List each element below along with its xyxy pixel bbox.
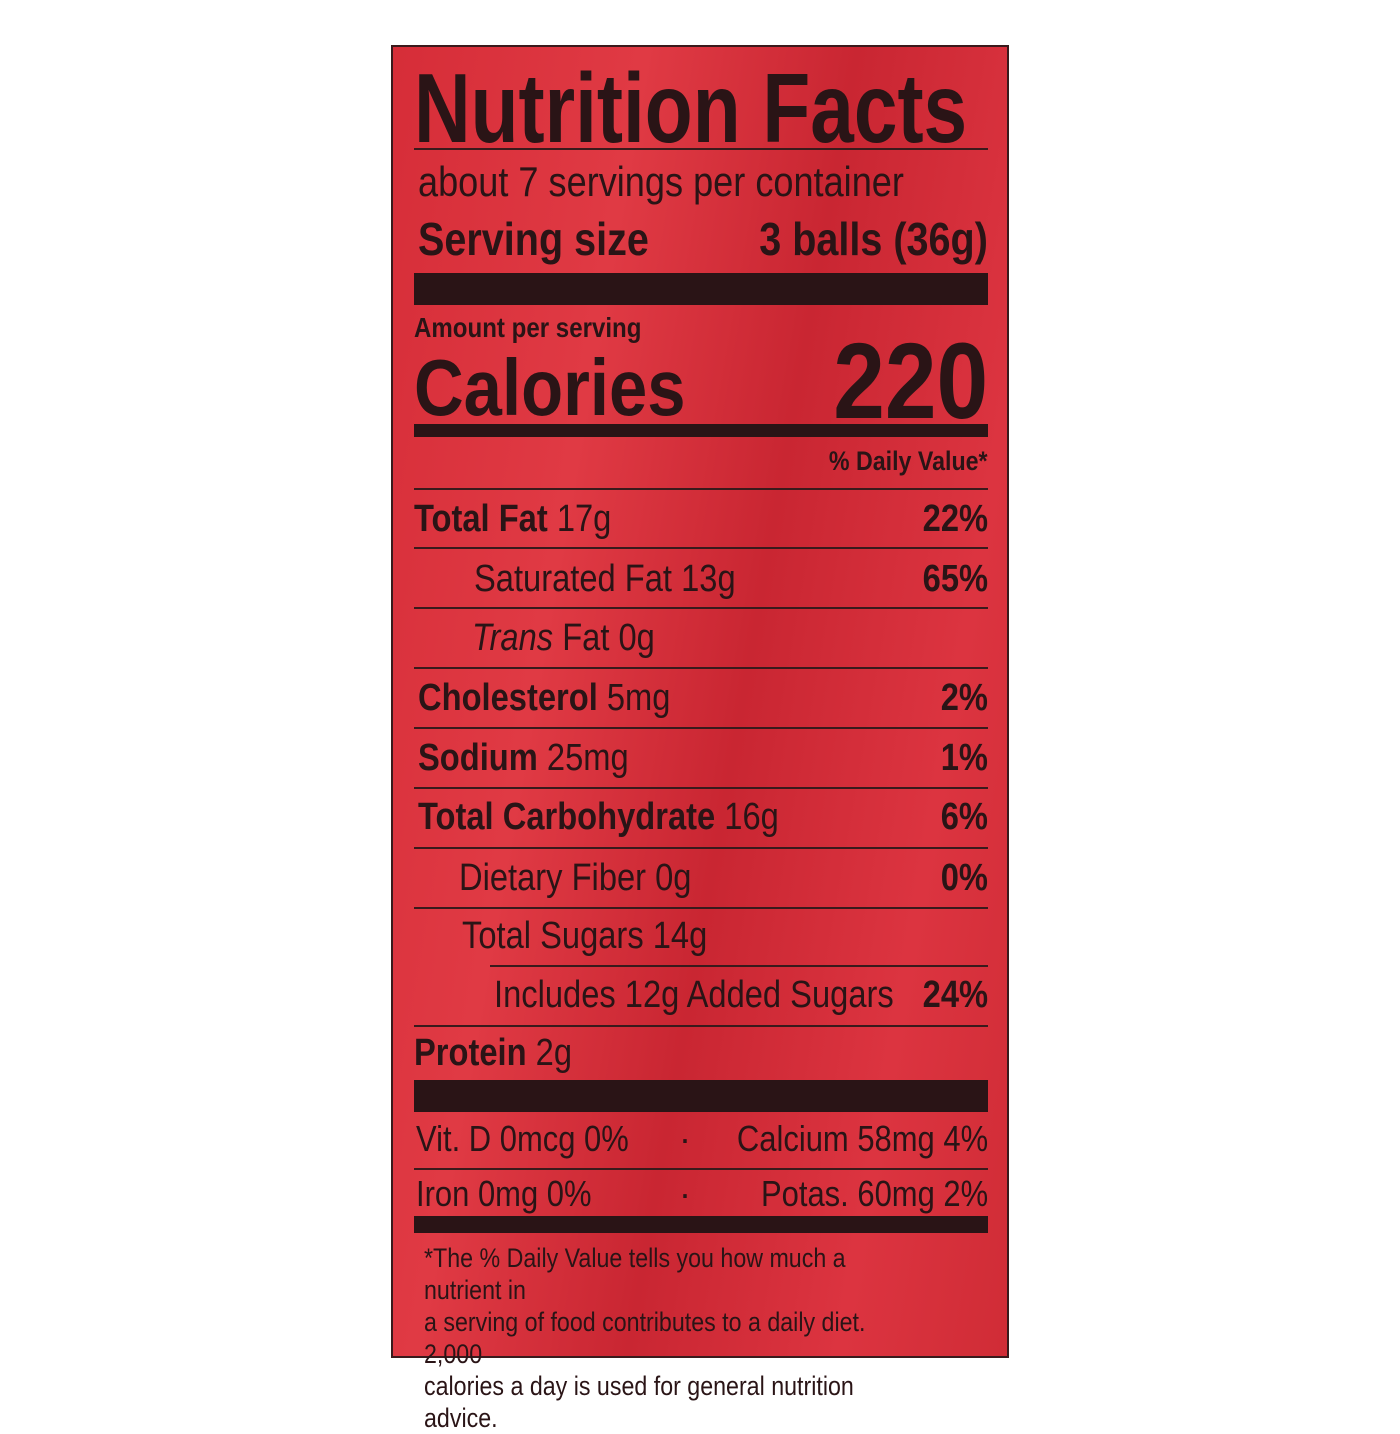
divider xyxy=(414,607,988,609)
thick-divider xyxy=(414,273,988,305)
nutrient-row-total-sugars: Total Sugars 14g xyxy=(462,915,708,957)
nutrition-label-panel xyxy=(391,45,1009,1358)
calories-label: Calories xyxy=(414,343,686,432)
thick-divider xyxy=(414,1080,988,1112)
divider xyxy=(414,488,988,490)
nutrient-row-dietary-fiber: Dietary Fiber 0g 0% xyxy=(459,857,988,899)
nutrient-row-total-fat: Total Fat 17g 22% xyxy=(414,498,988,540)
nutrient-row-total-carbohydrate: Total Carbohydrate 16g 6% xyxy=(418,796,988,838)
nutrient-row-protein: Protein 2g xyxy=(414,1032,573,1074)
micronutrient-row: Iron 0mg 0% · Potas. 60mg 2% xyxy=(416,1173,988,1214)
label-title: Nutrition Facts xyxy=(414,53,968,163)
serving-size-label: Serving size xyxy=(418,213,649,265)
medium-divider xyxy=(414,424,988,437)
divider xyxy=(414,547,988,549)
divider xyxy=(414,1025,988,1027)
nutrient-row-cholesterol: Cholesterol 5mg 2% xyxy=(418,677,988,719)
nutrient-row-added-sugars: Includes 12g Added Sugars 24% xyxy=(494,974,988,1016)
divider xyxy=(414,667,988,669)
divider xyxy=(414,787,988,789)
nutrient-row-trans-fat: Trans Fat 0g xyxy=(472,617,655,659)
divider xyxy=(414,1168,988,1170)
nutrient-row-sodium: Sodium 25mg 1% xyxy=(418,737,988,779)
daily-value-header: % Daily Value* xyxy=(829,446,988,476)
divider xyxy=(414,148,988,150)
divider xyxy=(414,907,988,909)
divider xyxy=(414,727,988,729)
divider xyxy=(490,965,988,967)
thick-divider xyxy=(414,1216,988,1233)
divider xyxy=(414,847,988,849)
micronutrient-row: Vit. D 0mcg 0% · Calcium 58mg 4% xyxy=(416,1118,988,1159)
amount-per-serving: Amount per serving xyxy=(414,312,642,343)
servings-per-container: about 7 servings per container xyxy=(418,158,904,205)
serving-size-value: 3 balls (36g) xyxy=(759,213,988,265)
nutrient-row-saturated-fat: Saturated Fat 13g 65% xyxy=(474,558,988,600)
footnote: *The % Daily Value tells you how much a … xyxy=(424,1243,866,1433)
calories-value: 220 xyxy=(833,320,988,441)
